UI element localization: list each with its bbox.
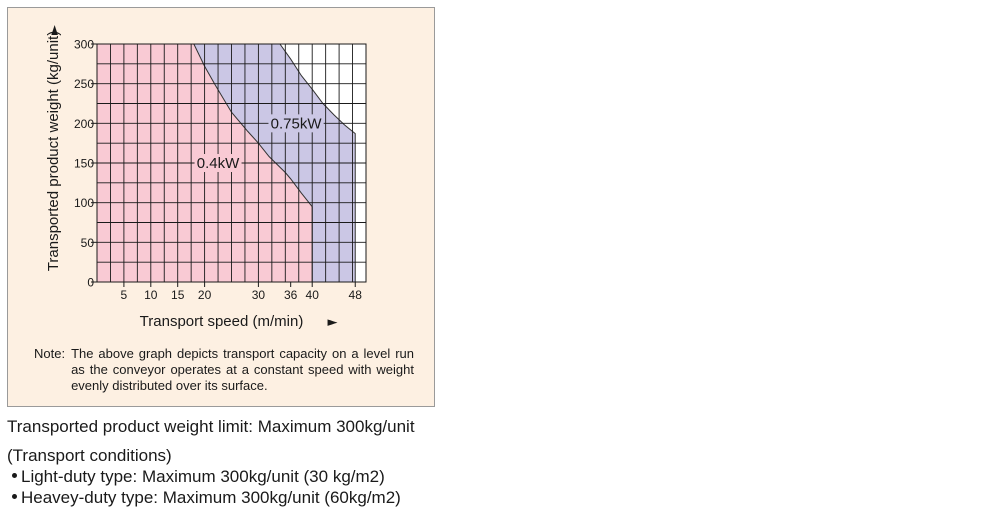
transport-conditions: (Transport conditions) Light-duty type: … bbox=[7, 445, 401, 508]
y-tick-label: 150 bbox=[74, 157, 94, 171]
weight-limit-text: Transported product weight limit: Maximu… bbox=[7, 417, 415, 436]
chart-panel: 0 50 100 150 200 250 300 5 10 15 20 30 36 40 48 0.4kW 0… bbox=[7, 7, 435, 407]
series-label-0-75kw: 0.75kW bbox=[271, 115, 323, 132]
bullet-icon bbox=[12, 473, 17, 478]
capacity-curve-0-4kw bbox=[193, 43, 313, 282]
bullet-icon bbox=[12, 494, 17, 499]
y-tick-label: 0 bbox=[87, 276, 94, 290]
y-axis-arrow-icon: ► bbox=[47, 25, 62, 35]
y-tick-label: 50 bbox=[81, 236, 95, 250]
x-tick-label: 40 bbox=[306, 288, 320, 302]
y-tick-label: 100 bbox=[74, 196, 94, 210]
x-tick-label: 5 bbox=[121, 288, 128, 302]
y-tick-label: 200 bbox=[74, 117, 94, 131]
x-axis-label: Transport speed (m/min) bbox=[140, 313, 304, 330]
x-axis-arrow-icon: ► bbox=[328, 315, 338, 330]
chart-note: Note: The above graph depicts transport … bbox=[34, 346, 414, 394]
y-tick-label: 250 bbox=[74, 77, 94, 91]
series-label-0-4kw: 0.4kW bbox=[197, 155, 240, 172]
series-label-0-75kw-background bbox=[268, 114, 324, 133]
x-tick-label: 20 bbox=[198, 288, 212, 302]
note-text: The above graph depicts transport capaci… bbox=[71, 346, 414, 393]
condition-item-heavy: Heavey-duty type: Maximum 300kg/unit (60… bbox=[7, 487, 401, 508]
note-label: Note: bbox=[34, 346, 66, 361]
condition-text-light: Light-duty type: Maximum 300kg/unit (30 … bbox=[21, 467, 385, 486]
x-tick-label: 36 bbox=[284, 288, 298, 302]
series-label-0-4kw-background bbox=[194, 154, 242, 172]
x-tick-label: 48 bbox=[349, 288, 363, 302]
y-tick-label: 300 bbox=[74, 38, 94, 52]
x-tick-label: 10 bbox=[144, 288, 158, 302]
y-axis-label: Transported product weight (kg/unit) bbox=[45, 31, 62, 271]
capacity-chart: 0 50 100 150 200 250 300 5 10 15 20 30 36 40 48 0.4kW 0… bbox=[45, 25, 367, 330]
condition-text-heavy: Heavey-duty type: Maximum 300kg/unit (60… bbox=[21, 488, 401, 507]
conditions-title: (Transport conditions) bbox=[7, 446, 172, 465]
x-tick-label: 30 bbox=[252, 288, 266, 302]
x-tick-label: 15 bbox=[171, 288, 185, 302]
condition-item-light: Light-duty type: Maximum 300kg/unit (30 … bbox=[7, 466, 401, 487]
